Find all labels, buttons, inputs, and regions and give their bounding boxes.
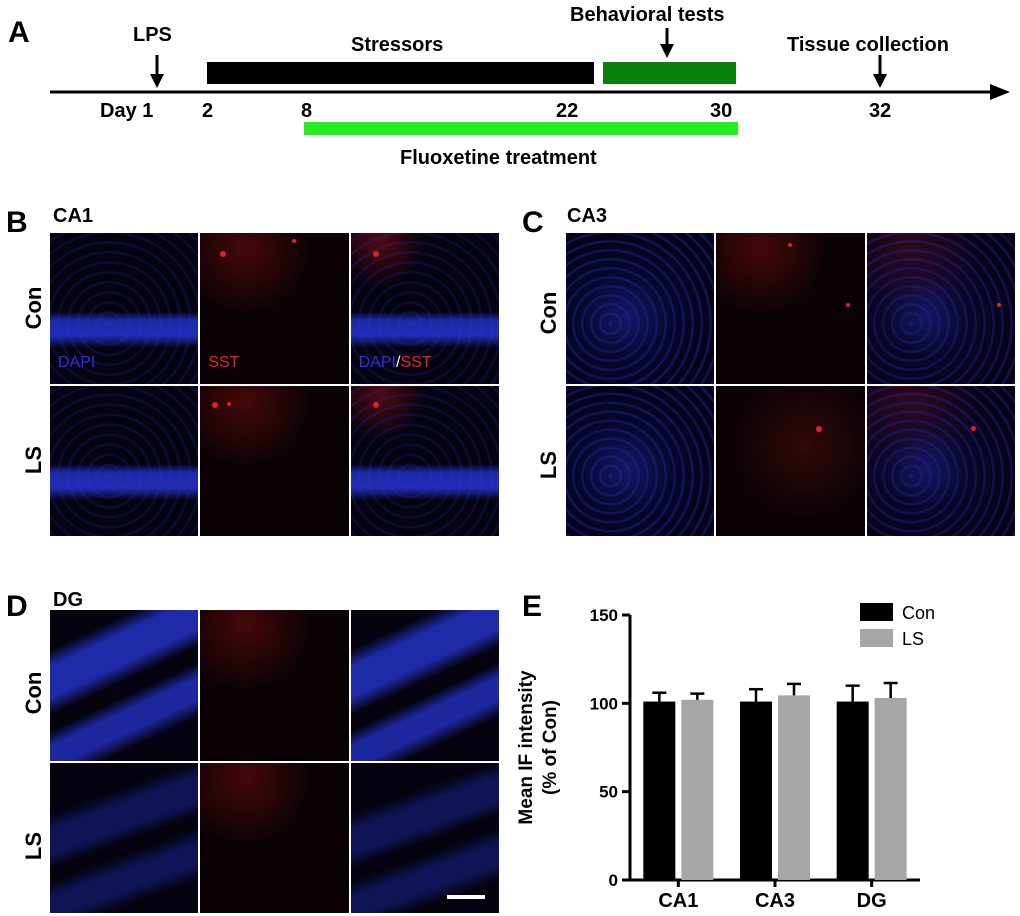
row-label-con-d: Con <box>21 671 46 715</box>
stressors-bar <box>207 62 594 84</box>
bar-ls-ca3 <box>778 695 810 880</box>
bar-ls-dg <box>874 698 907 880</box>
merge-label-separator: / <box>396 353 401 371</box>
micrograph-ca1-ls-merge <box>350 385 499 536</box>
channel-label-dapi: DAPI <box>58 353 96 371</box>
sst-cell <box>212 401 219 408</box>
row-label-con-b: Con <box>21 286 46 330</box>
stressors-label: Stressors <box>351 34 444 56</box>
lps-arrowhead <box>150 74 164 88</box>
row-label-con-c: Con <box>536 291 561 335</box>
micrograph-dg-con-dapi <box>50 610 199 761</box>
day-8-label: 8 <box>301 100 313 122</box>
panel-letter-e: E <box>522 590 543 623</box>
y-tick-label: 50 <box>599 783 618 802</box>
sst-cell <box>292 239 297 243</box>
region-label-ca1: CA1 <box>53 205 94 227</box>
micrograph-ca1-con-merge: DAPI/SST <box>350 233 499 384</box>
x-tick-label: CA1 <box>658 890 698 912</box>
y-tick-label: 100 <box>590 694 618 713</box>
bar-con-ca3 <box>740 701 772 880</box>
legend-label-con: Con <box>902 603 935 623</box>
panel-letter-b: B <box>6 206 28 239</box>
sst-cell <box>816 425 823 432</box>
micrograph-ca3-con-merge <box>866 233 1015 384</box>
micrograph-ca3-con-sst <box>716 233 865 384</box>
bar-chart: 0 50 100 150 Mean IF intensity (% of Con) CA1 C… <box>516 603 935 912</box>
micrograph-ca3-con-dapi <box>566 233 715 384</box>
y-tick-label: 150 <box>590 606 618 625</box>
scale-bar <box>446 895 485 899</box>
micrograph-grid-ca1: DAPI SST DAPI/SST <box>50 233 499 536</box>
merge-label-dapi: DAPI <box>358 353 396 371</box>
micrograph-ca1-ls-sst <box>200 385 349 536</box>
legend-swatch-con <box>860 603 893 621</box>
y-axis-label-unit: (% of Con) <box>540 700 561 795</box>
micrograph-ca1-con-sst: SST <box>200 233 349 384</box>
micrograph-dg-ls-sst <box>200 762 349 913</box>
day-1-label: Day 1 <box>100 100 154 122</box>
lps-label: LPS <box>133 24 172 46</box>
fluoxetine-label: Fluoxetine treatment <box>400 147 597 169</box>
micrograph-grid-dg <box>50 610 499 913</box>
micrograph-ca3-ls-sst <box>716 385 865 536</box>
y-tick-label: 0 <box>609 871 618 890</box>
x-tick-label: CA3 <box>755 890 795 912</box>
panel-letter-a: A <box>8 16 30 49</box>
legend-label-ls: LS <box>902 629 924 649</box>
legend-swatch-ls <box>860 629 893 647</box>
sst-cell <box>970 425 976 431</box>
timeline-arrowhead <box>990 84 1010 100</box>
region-label-dg: DG <box>53 589 83 611</box>
bar-ls-ca1 <box>681 699 714 880</box>
micrograph-ca1-ls-dapi <box>50 385 199 536</box>
bar-con-dg <box>836 701 869 880</box>
micrograph-ca1-con-dapi: DAPI <box>50 233 199 384</box>
y-axis-label: Mean IF intensity <box>516 670 537 825</box>
micrograph-ca3-ls-merge <box>866 385 1015 536</box>
day-22-label: 22 <box>556 100 579 122</box>
timeline-diagram <box>50 28 1010 135</box>
day-30-label: 30 <box>710 100 733 122</box>
row-label-ls-d: LS <box>21 831 46 861</box>
sst-cell <box>227 401 232 406</box>
day-2-label: 2 <box>202 100 214 122</box>
micrograph-dg-con-merge <box>350 610 499 761</box>
day-32-label: 32 <box>869 100 892 122</box>
tissue-collection-label: Tissue collection <box>787 34 949 56</box>
micrograph-ca3-ls-dapi <box>566 385 715 536</box>
merge-label-sst: SST <box>400 353 432 371</box>
micrograph-dg-ls-merge <box>350 762 499 913</box>
sst-cell <box>846 303 851 307</box>
micrograph-dg-con-sst <box>200 610 349 761</box>
region-label-ca3: CA3 <box>567 205 608 227</box>
sst-cell <box>372 401 379 408</box>
sst-cell <box>372 251 379 257</box>
tissue-arrowhead <box>873 74 887 88</box>
panel-letter-d: D <box>6 590 28 623</box>
sst-cell <box>788 243 793 247</box>
x-tick-label: DG <box>857 890 887 912</box>
channel-label-sst: SST <box>208 353 240 371</box>
panel-letter-c: C <box>522 206 544 239</box>
micrograph-grid-ca3 <box>566 233 1015 536</box>
behavioral-arrowhead <box>660 44 674 58</box>
channel-label-merge: DAPI/SST <box>359 354 432 372</box>
row-label-ls-b: LS <box>21 445 46 475</box>
row-label-ls-c: LS <box>536 450 561 480</box>
sst-cell <box>996 303 1001 307</box>
behavioral-tests-bar <box>603 62 736 84</box>
micrograph-dg-ls-dapi <box>50 762 199 913</box>
behavioral-tests-label: Behavioral tests <box>570 4 725 26</box>
sst-cell <box>220 251 227 257</box>
bar-con-ca1 <box>643 701 676 880</box>
fluoxetine-bar <box>304 122 738 135</box>
